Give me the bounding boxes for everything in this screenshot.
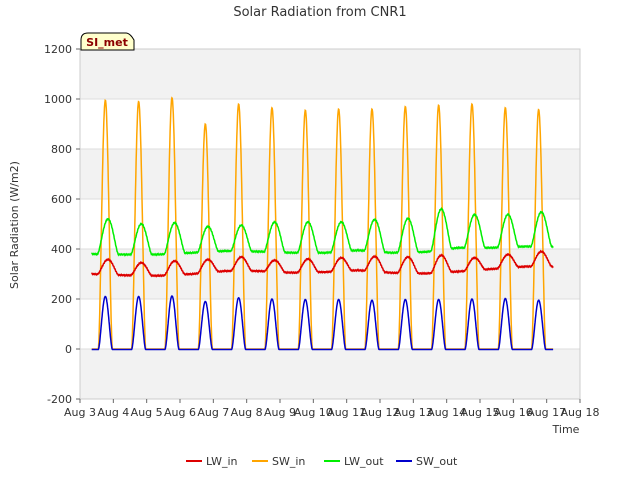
grid-band <box>80 249 580 299</box>
y-axis-label: Solar Radiation (W/m2) <box>8 161 21 289</box>
legend-label-sw-out: SW_out <box>416 455 458 468</box>
y-tick-label: 600 <box>51 193 72 206</box>
x-tick-label: Aug 17 <box>527 406 566 419</box>
grid-band <box>80 299 580 349</box>
y-tick-label: 400 <box>51 243 72 256</box>
x-tick-label: Aug 7 <box>197 406 229 419</box>
plot-frame <box>79 48 581 400</box>
badge-label: SI_met <box>86 36 128 49</box>
y-axis-ticks: -200 0 200 400 600 800 1000 1200 <box>44 43 80 406</box>
y-tick-label: 800 <box>51 143 72 156</box>
grid-band <box>80 349 580 399</box>
chart-legend: LW_in SW_in LW_out SW_out <box>186 455 458 468</box>
x-tick-label: Aug 15 <box>461 406 500 419</box>
badge-box <box>80 32 135 51</box>
series-lines <box>91 96 554 351</box>
y-tick-label: -200 <box>47 393 72 406</box>
legend-label-sw-in: SW_in <box>272 455 305 468</box>
series-line-lw-out <box>91 206 554 257</box>
x-tick-label: Aug 11 <box>327 406 366 419</box>
grid-bands <box>80 49 580 399</box>
y-tick-label: 1000 <box>44 93 72 106</box>
x-tick-label: Aug 10 <box>294 406 333 419</box>
x-tick-label: Aug 18 <box>561 406 600 419</box>
x-tick-label: Aug 8 <box>231 406 263 419</box>
y-tick-label: 200 <box>51 293 72 306</box>
x-tick-label: Aug 12 <box>361 406 400 419</box>
si-met-badge: SI_met <box>80 32 135 51</box>
x-tick-label: Aug 5 <box>131 406 163 419</box>
x-tick-label: Aug 9 <box>264 406 296 419</box>
x-tick-label: Aug 13 <box>394 406 433 419</box>
x-axis-label: Time <box>552 423 580 436</box>
chart-title: Solar Radiation from CNR1 <box>233 5 406 20</box>
grid-band <box>80 49 580 99</box>
grid-band <box>80 149 580 199</box>
x-tick-label: Aug 6 <box>164 406 196 419</box>
grid-band <box>80 199 580 249</box>
legend-label-lw-out: LW_out <box>344 455 384 468</box>
y-tick-label: 1200 <box>44 43 72 56</box>
x-tick-label: Aug 4 <box>97 406 129 419</box>
x-tick-label: Aug 14 <box>427 406 466 419</box>
x-tick-label: Aug 3 <box>64 406 96 419</box>
x-tick-label: Aug 16 <box>494 406 533 419</box>
series-line-lw-in <box>91 249 554 278</box>
legend-label-lw-in: LW_in <box>206 455 238 468</box>
y-tick-label: 0 <box>65 343 72 356</box>
series-line-sw-out <box>91 295 554 351</box>
grid-band <box>80 99 580 149</box>
